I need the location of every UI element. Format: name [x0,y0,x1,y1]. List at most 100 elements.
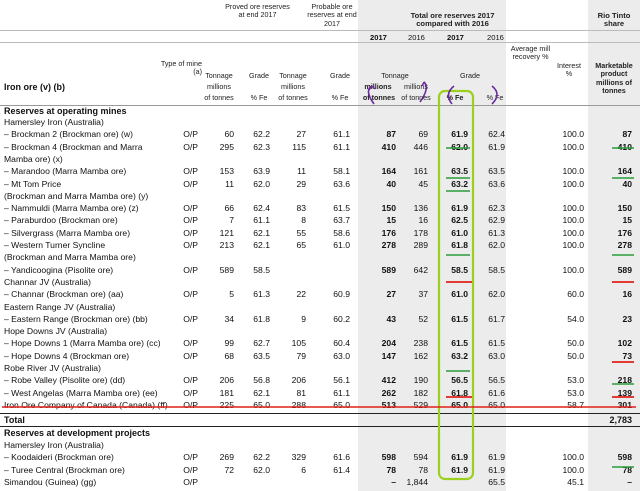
tonnage-header: Tonnage [205,71,233,80]
of-tonnes-header: of tonnes [204,93,234,102]
cell-bg: 60.9 [333,289,350,300]
table-row: Mamba ore) (x) [0,154,640,165]
cell-int: 54.0 [567,313,584,324]
cell-name: Hope Downs JV (Australia) [4,326,108,337]
cell-g16: 65.0 [488,399,505,410]
millions2-header: millions [281,82,305,91]
table-row: – Mt Tom Price O/P 11 62.0 29 63.6 40 45 63.2 63.… [0,179,640,190]
cell-pg: 56.8 [253,375,270,386]
fe-header: % Fe [250,93,268,102]
tonnage2-header: Tonnage [279,71,307,80]
cell-g16: 61.6 [488,387,505,398]
cell-int: 100.0 [562,215,584,226]
purple-arrow-4 [491,85,498,105]
cell-g16: 61.9 [488,452,505,463]
cell-g16: 62.0 [488,240,505,250]
cell-type: O/P [183,129,198,140]
purple-arrow-1-head [368,85,376,91]
purple-arrow-2-head [421,81,428,87]
cell-t16: 52 [418,313,428,324]
cell-bg: 60.4 [333,338,350,349]
cell-bt: 55 [296,227,306,238]
cell-t17: 598 [381,452,396,463]
total-label: Total [4,415,25,425]
type-of-mine-header: Type of mine (a) [160,59,202,77]
table-row: (Brockman and Marra Mamba ore) (y) [0,191,640,202]
table-row: – Yandicoogina (Pisolite ore) O/P 589 58.5 5… [0,265,640,276]
cell-g16: 63.0 [488,350,505,361]
cell-type: O/P [183,476,198,487]
cell-bt: 9 [301,313,306,324]
cell-bg: 58.6 [333,227,350,238]
cell-bg: 58.1 [333,166,350,177]
total-reserves-shade [358,0,506,491]
cell-type: O/P [183,338,198,349]
cell-t16: 238 [413,338,428,349]
cell-name: – Brockman 2 (Brockman ore) (w) [4,129,133,140]
cell-pg: 61.8 [253,313,270,324]
cell-pt: 7 [229,215,234,226]
cell-mp: 301 [617,399,632,410]
table-row: – West Angelas (Marra Mamba ore) (ee) O/P… [0,388,640,399]
table-row: – Marandoo (Marra Mamba ore) O/P 153 63.9 11… [0,166,640,177]
cell-name: Simandou (Guinea) (gg) [4,476,97,487]
cell-t17: 412 [381,375,396,386]
table-row: – Turee Central (Brockman ore) O/P 72 62.0 6… [0,465,640,476]
cell-pt: 68 [224,350,234,361]
cell-name: Channar JV (Australia) [4,276,91,287]
cell-pt: 225 [219,399,234,410]
cell-g17: 56.5 [451,375,468,386]
table-row: – Eastern Range (Brockman ore) (bb) O/P 34… [0,314,640,325]
cell-name: – Silvergrass (Marra Mamba ore) [4,227,131,238]
operating-section: Reserves at operating mines [4,106,127,116]
cell-pg: 65.0 [253,399,270,410]
cell-int: 100.0 [562,240,584,250]
cell-pg: 62.1 [253,387,270,398]
cell-name: (Brockman and Marra Mamba ore) (y) [4,190,149,201]
cell-g16: 61.5 [488,338,505,349]
cell-bg: 61.4 [333,464,350,475]
cell-name: Mamba ore) (x) [4,153,63,164]
cell-pg: 61.3 [253,289,270,300]
cell-name: – Robe Valley (Pisolite ore) (dd) [4,375,126,386]
cell-name: – Mt Tom Price [4,178,62,189]
total-fe-a: % Fe [446,93,464,102]
development-section: Reserves at development projects [4,428,151,438]
cell-name: Eastern Range JV (Australia) [4,301,116,312]
cell-g17: 58.5 [451,264,468,275]
cell-int: 100.0 [562,178,584,189]
cell-type: O/P [183,166,198,177]
total-millions-b: millions [404,82,428,91]
table-row: – Hope Downs 1 (Marra Mamba ore) (cc) O/P… [0,338,640,349]
cell-g17: 65.0 [451,399,468,410]
cell-bg: 56.1 [333,375,350,386]
table-row: Hope Downs JV (Australia) [0,326,640,337]
cell-name: (Brockman and Marra Mamba ore) [4,252,136,263]
cell-bt: 83 [296,203,306,214]
table-row: Channar JV (Australia) [0,277,640,288]
cell-name: – Turee Central (Brockman ore) [4,464,125,475]
rio-share-shade [588,0,640,491]
cell-t16: 69 [418,129,428,140]
cell-name: – Eastern Range (Brockman ore) (bb) [4,313,148,324]
cell-pg: 63.9 [253,166,270,177]
cell-mp: 176 [617,227,632,238]
cell-bt: 29 [296,178,306,189]
cell-bt: 115 [292,141,306,152]
cell-t16: 37 [418,289,428,300]
cell-pt: 181 [219,387,234,398]
cell-t16: 289 [413,240,428,250]
cell-name: – Yandicoogina (Pisolite ore) [4,264,114,275]
cell-t17: 262 [381,387,396,398]
cell-t17: 27 [386,289,396,300]
cell-g17: 61.5 [451,313,468,324]
fe2-header: % Fe [331,93,349,102]
cell-int: 100.0 [562,227,584,238]
rule [0,105,640,106]
marketable-header: Marketable product millions of tonnes [595,61,633,96]
cell-pg: 62.1 [253,227,270,238]
cell-pg: 62.7 [253,338,270,349]
table-row: Hamersley Iron (Australia) [0,117,640,128]
of-tonnes2-header: of tonnes [278,93,308,102]
